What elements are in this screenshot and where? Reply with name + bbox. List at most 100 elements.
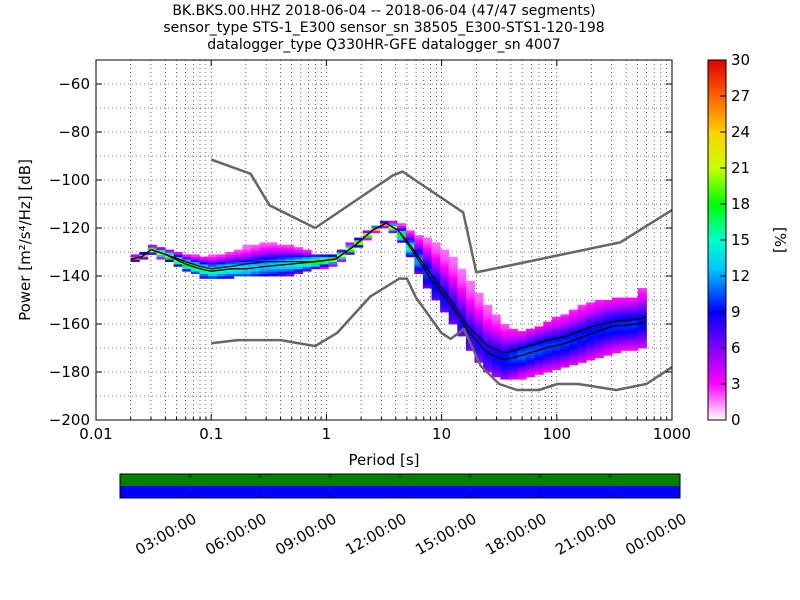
heatmap-cell (603, 336, 613, 339)
heatmap-cell (551, 331, 561, 334)
heatmap-cell (431, 256, 441, 260)
colorbar-tick-label: 18 (731, 195, 750, 213)
psd-plot: 0.01 0.1 1 10 100 1000 −60 −80 −100 −120 −140 −160… (16, 59, 691, 469)
heatmap-cell (457, 307, 467, 310)
heatmap-cell (311, 259, 321, 262)
heatmap-cell (190, 259, 200, 262)
heatmap-cell (302, 252, 312, 255)
heatmap-cell (465, 314, 475, 318)
heatmap-cell (526, 333, 536, 337)
heatmap-cell (465, 300, 475, 303)
y-tick-label: −200 (49, 411, 90, 429)
heatmap-cell (594, 345, 604, 349)
heatmap-cell (276, 266, 286, 270)
heatmap-cell (620, 338, 630, 342)
heatmap-cell (577, 307, 587, 310)
heatmap-cell (457, 290, 467, 294)
heatmap-cell (233, 261, 243, 265)
heatmap-cell (457, 280, 467, 284)
heatmap-cell (508, 328, 518, 332)
heatmap-cell (500, 326, 510, 330)
heatmap-cell (276, 244, 286, 248)
heatmap-cell (440, 278, 450, 282)
heatmap-cell (569, 355, 579, 358)
heatmap-cell (560, 316, 570, 320)
heatmap-cell (268, 249, 278, 253)
heatmap-cell (517, 355, 527, 358)
heatmap-cell (285, 271, 295, 274)
heatmap-cell (534, 357, 544, 361)
heatmap-cell (620, 343, 630, 346)
heatmap-cell (594, 307, 604, 310)
heatmap-cell (629, 343, 639, 346)
heatmap-cell (491, 364, 501, 368)
heatmap-cell (551, 348, 561, 351)
heatmap-cell (483, 350, 493, 354)
heatmap-cell (603, 304, 613, 308)
heatmap-cell (612, 326, 622, 330)
y-axis-label: Power [m²/s⁴/Hz] [dB] (16, 159, 34, 321)
heatmap-cell (208, 276, 218, 279)
heatmap-cell (457, 276, 467, 279)
heatmap-cell (586, 307, 596, 310)
heatmap-cell (526, 331, 536, 334)
heatmap-cell (500, 338, 510, 342)
heatmap-cell (285, 273, 295, 277)
heatmap-cell (233, 252, 243, 255)
heatmap-cell (483, 364, 493, 368)
heatmap-cell (225, 264, 235, 267)
heatmap-cell (242, 273, 252, 277)
heatmap-cell (526, 362, 536, 366)
heatmap-cell (319, 266, 329, 270)
heatmap-cell (491, 343, 501, 346)
heatmap-cell (457, 324, 467, 327)
heatmap-cell (130, 254, 140, 258)
heatmap-cell (465, 338, 475, 342)
heatmap-cell (465, 312, 475, 315)
heatmap-cell (319, 261, 329, 265)
heatmap-cell (242, 254, 252, 258)
heatmap-cell (569, 333, 579, 337)
heatmap-cell (311, 266, 321, 270)
heatmap-cell (405, 242, 415, 246)
heatmap-cell (543, 357, 553, 361)
heatmap-cell (405, 249, 415, 253)
heatmap-cell (569, 350, 579, 354)
heatmap-cell (577, 326, 587, 330)
heatmap-cell (629, 331, 639, 334)
heatmap-cell (620, 304, 630, 308)
heatmap-cell (448, 300, 458, 303)
heatmap-cell (483, 307, 493, 310)
heatmap-cell (508, 345, 518, 349)
heatmap-cell (586, 343, 596, 346)
heatmap-cell (603, 333, 613, 337)
heatmap-cell (483, 343, 493, 346)
heatmap-cell (508, 348, 518, 351)
y-tick-label: −140 (49, 267, 90, 285)
heatmap-cell (551, 326, 561, 330)
heatmap-cell (405, 232, 415, 236)
noise-model-nlnm (211, 277, 672, 392)
heatmap-cell (431, 268, 441, 272)
heatmap-cell (543, 362, 553, 366)
heatmap-cell (474, 314, 484, 318)
heatmap-cell (431, 285, 441, 289)
heatmap-cell (208, 264, 218, 267)
heatmap-cell (612, 338, 622, 342)
heatmap-cell (629, 297, 639, 301)
heatmap-cell (543, 360, 553, 363)
heatmap-cell (259, 252, 269, 255)
heatmap-cell (259, 247, 269, 250)
heatmap-cell (491, 338, 501, 342)
heatmap-cell (379, 220, 389, 224)
heatmap-cell (440, 288, 450, 291)
heatmap-cell (569, 314, 579, 318)
heatmap-cell (294, 247, 304, 250)
heatmap-cell (603, 316, 613, 320)
figure-title: BK.BKS.00.HHZ 2018-06-04 -- 2018-06-04 (… (163, 3, 604, 53)
heatmap-cell (629, 340, 639, 344)
heatmap-cell (534, 352, 544, 356)
heatmap-cell (629, 307, 639, 310)
heatmap-cell (586, 355, 596, 358)
heatmap-cell (560, 321, 570, 325)
